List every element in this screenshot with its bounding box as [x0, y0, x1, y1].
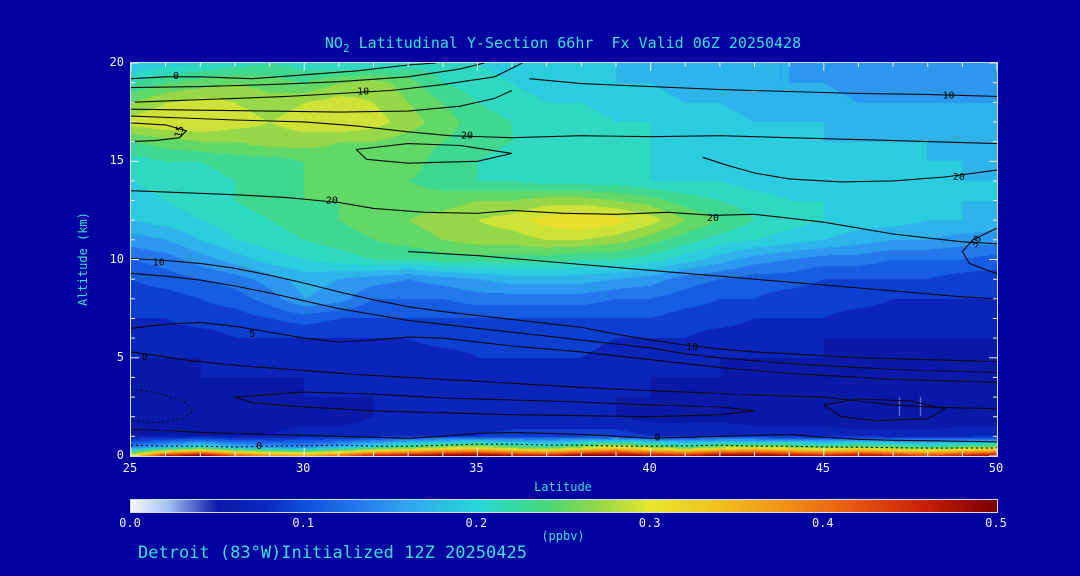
- contour-line: [131, 63, 523, 103]
- contour-label: 5: [249, 329, 255, 340]
- y-tick-label: 0: [116, 448, 124, 462]
- chart-title: NO2 Latitudinal Y-Section 66hr Fx Valid …: [130, 34, 996, 55]
- contour-line: [131, 272, 997, 374]
- contour-line: [131, 257, 997, 363]
- contour-line: [131, 122, 188, 143]
- heatmap-canvas: [131, 63, 997, 456]
- contour-label: 30: [969, 234, 985, 250]
- contour-line: [131, 351, 997, 410]
- contour-label: 20: [707, 213, 719, 224]
- contour-line: [131, 443, 997, 449]
- x-tick-label: 35: [469, 461, 484, 475]
- x-tick-label: 25: [122, 461, 138, 475]
- contour-line: [131, 428, 997, 443]
- contour-label: 10: [686, 342, 698, 353]
- contour-label: 20: [461, 131, 473, 142]
- colorbar-tick-label: 0.4: [811, 516, 834, 530]
- colorbar-tick-label: 0.5: [985, 516, 1007, 530]
- contour-label: 0: [654, 432, 660, 443]
- contour-label: 10: [153, 257, 165, 268]
- chart-title-rest: Latitudinal Y-Section 66hr Fx Valid 06Z …: [349, 34, 802, 52]
- x-tick-label: 40: [642, 461, 657, 475]
- colorbar-tick-label: 0.0: [119, 516, 141, 530]
- contour-line: [408, 251, 997, 300]
- contour-line: [529, 78, 997, 97]
- y-tick-label: 10: [109, 251, 124, 266]
- contour-label: 15: [173, 125, 187, 139]
- colorbar-tick-label: 0.1: [292, 516, 315, 530]
- contour-label: 10: [357, 87, 369, 98]
- colorbar-tick-label: 0.3: [638, 516, 661, 530]
- contour-line: [702, 156, 997, 183]
- contour-line: [131, 388, 195, 424]
- contour-label: 0: [142, 352, 148, 363]
- y-tick-label: 5: [116, 349, 124, 364]
- caption: Detroit (83°W)Initialized 12Z 20250425: [138, 543, 527, 563]
- plot-area: 0 10 10 15 20 20 20 30 10 5 0 0 0 20 10: [130, 62, 998, 457]
- x-tick-label: 50: [988, 461, 1004, 475]
- contour-label: 0: [173, 71, 179, 82]
- contour-label: 10: [942, 90, 954, 101]
- contour-line: [131, 115, 997, 145]
- contour-line: [961, 227, 997, 274]
- x-tick-label: 45: [815, 461, 831, 475]
- chart-title-subscript: 2: [342, 42, 350, 55]
- contour-overlay: 0 10 10 15 20 20 20 30 10 5 0 0 0 20 10: [131, 63, 997, 456]
- y-tick-label: 15: [109, 153, 124, 168]
- contour-line: [131, 63, 436, 80]
- x-tick-label: 30: [295, 461, 311, 475]
- y-axis-label: Altitude (km): [76, 211, 91, 306]
- contour-line: [131, 63, 485, 89]
- contour-label: 0: [256, 441, 262, 452]
- y-tick-label: 20: [109, 55, 124, 69]
- contour-label: 20: [953, 172, 965, 183]
- contour-line: [131, 89, 513, 113]
- x-axis-label: Latitude: [534, 480, 592, 494]
- contour-line: [355, 143, 513, 164]
- contour-label: 20: [326, 196, 338, 207]
- colorbar-unit-label: (ppbv): [541, 529, 585, 543]
- colorbar-tick-label: 0.2: [465, 516, 488, 530]
- contour-line: [131, 190, 997, 245]
- contour-line: [823, 398, 947, 422]
- colorbar: [130, 499, 998, 513]
- chart-title-prefix: NO: [324, 34, 343, 52]
- contour-line: [131, 321, 997, 383]
- contour-line: [234, 391, 755, 418]
